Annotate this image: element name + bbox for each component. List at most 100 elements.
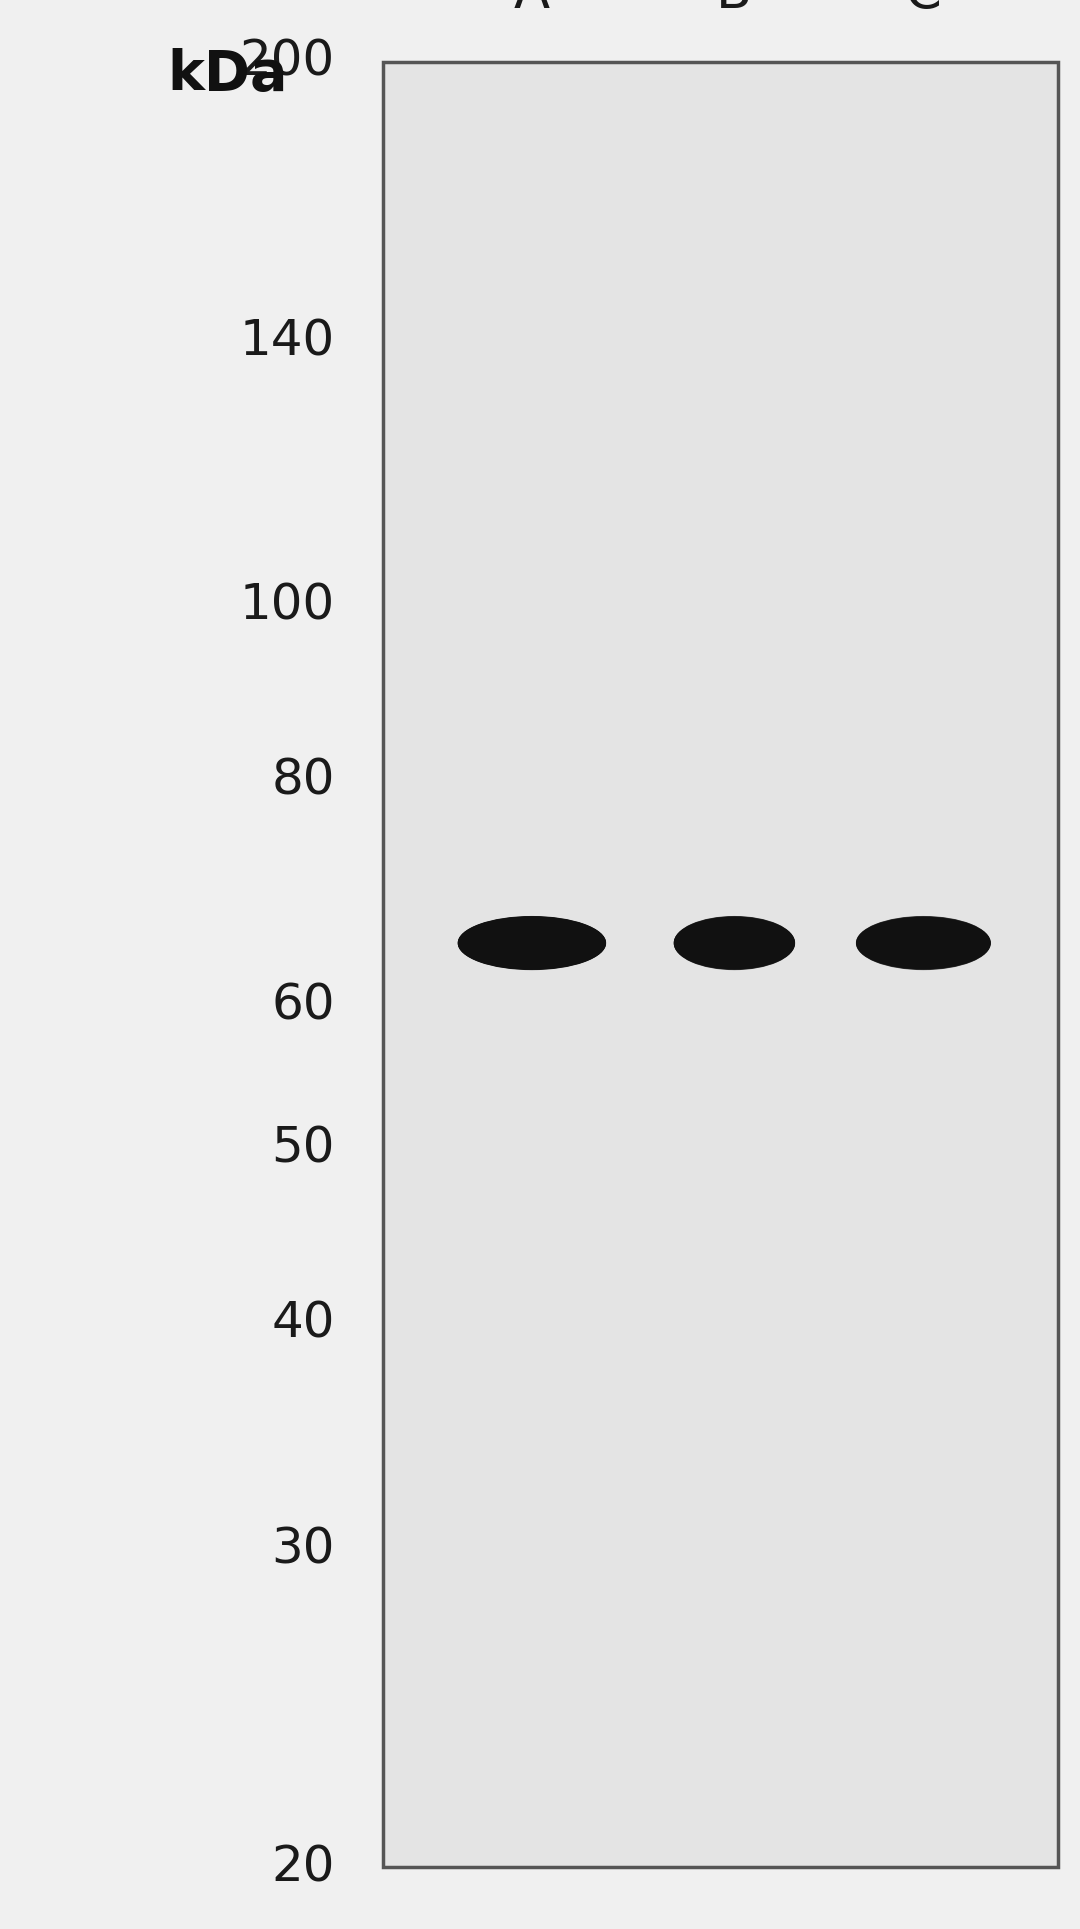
Ellipse shape bbox=[858, 920, 989, 966]
Ellipse shape bbox=[459, 918, 605, 968]
Ellipse shape bbox=[677, 926, 792, 961]
Ellipse shape bbox=[460, 920, 604, 964]
Text: 20: 20 bbox=[271, 1844, 335, 1890]
Ellipse shape bbox=[458, 916, 606, 970]
Ellipse shape bbox=[676, 922, 793, 964]
Text: kDa: kDa bbox=[167, 48, 288, 102]
Ellipse shape bbox=[460, 922, 604, 964]
Ellipse shape bbox=[674, 916, 795, 970]
Ellipse shape bbox=[856, 918, 990, 968]
Ellipse shape bbox=[856, 918, 990, 968]
Ellipse shape bbox=[675, 920, 794, 964]
Ellipse shape bbox=[855, 916, 991, 970]
Ellipse shape bbox=[675, 920, 794, 964]
Ellipse shape bbox=[859, 924, 988, 963]
Ellipse shape bbox=[677, 926, 792, 959]
Ellipse shape bbox=[459, 918, 605, 966]
Ellipse shape bbox=[678, 928, 791, 959]
Ellipse shape bbox=[674, 916, 795, 970]
Ellipse shape bbox=[460, 922, 603, 963]
Ellipse shape bbox=[856, 916, 990, 970]
Ellipse shape bbox=[458, 916, 606, 968]
Text: B: B bbox=[716, 0, 753, 19]
Text: 60: 60 bbox=[271, 982, 335, 1030]
Text: A: A bbox=[514, 0, 550, 19]
Ellipse shape bbox=[458, 916, 606, 970]
Ellipse shape bbox=[463, 928, 600, 959]
Ellipse shape bbox=[858, 922, 989, 964]
Ellipse shape bbox=[859, 922, 988, 963]
Ellipse shape bbox=[861, 928, 986, 959]
Ellipse shape bbox=[675, 920, 794, 966]
Ellipse shape bbox=[860, 926, 987, 959]
Ellipse shape bbox=[460, 920, 604, 966]
Ellipse shape bbox=[458, 916, 606, 970]
Ellipse shape bbox=[459, 920, 605, 966]
Ellipse shape bbox=[677, 926, 792, 961]
Ellipse shape bbox=[675, 918, 794, 968]
Ellipse shape bbox=[677, 928, 792, 959]
Text: C: C bbox=[905, 0, 942, 19]
Ellipse shape bbox=[858, 920, 989, 966]
Ellipse shape bbox=[675, 920, 794, 966]
Ellipse shape bbox=[461, 924, 603, 961]
Ellipse shape bbox=[858, 918, 989, 966]
FancyBboxPatch shape bbox=[383, 62, 1058, 1867]
Ellipse shape bbox=[676, 924, 793, 963]
Ellipse shape bbox=[860, 924, 987, 963]
Ellipse shape bbox=[674, 916, 795, 968]
Ellipse shape bbox=[677, 924, 792, 963]
Ellipse shape bbox=[858, 920, 989, 964]
Ellipse shape bbox=[860, 924, 987, 963]
Ellipse shape bbox=[677, 926, 792, 959]
Ellipse shape bbox=[459, 918, 605, 968]
Ellipse shape bbox=[458, 918, 606, 968]
Ellipse shape bbox=[858, 920, 989, 966]
Ellipse shape bbox=[675, 920, 794, 966]
Ellipse shape bbox=[861, 926, 987, 959]
Ellipse shape bbox=[675, 920, 794, 966]
Ellipse shape bbox=[459, 920, 605, 966]
Ellipse shape bbox=[674, 918, 795, 968]
Ellipse shape bbox=[459, 920, 605, 966]
Ellipse shape bbox=[462, 926, 602, 961]
Ellipse shape bbox=[859, 924, 988, 963]
Ellipse shape bbox=[675, 918, 794, 966]
Ellipse shape bbox=[858, 920, 989, 964]
Ellipse shape bbox=[462, 926, 602, 959]
Ellipse shape bbox=[858, 918, 989, 968]
Text: 140: 140 bbox=[240, 318, 335, 365]
Ellipse shape bbox=[461, 924, 603, 963]
Ellipse shape bbox=[860, 924, 987, 961]
Ellipse shape bbox=[461, 924, 603, 963]
Ellipse shape bbox=[460, 922, 604, 964]
Text: 200: 200 bbox=[240, 39, 335, 85]
Ellipse shape bbox=[458, 918, 606, 968]
Ellipse shape bbox=[858, 920, 989, 966]
Ellipse shape bbox=[462, 928, 602, 959]
Ellipse shape bbox=[460, 922, 604, 964]
Ellipse shape bbox=[461, 924, 603, 963]
Ellipse shape bbox=[676, 922, 793, 963]
Ellipse shape bbox=[677, 926, 792, 961]
Text: 40: 40 bbox=[271, 1300, 335, 1348]
Ellipse shape bbox=[674, 916, 795, 970]
Ellipse shape bbox=[676, 924, 793, 963]
Ellipse shape bbox=[462, 928, 602, 959]
Ellipse shape bbox=[676, 924, 793, 963]
Ellipse shape bbox=[676, 922, 793, 964]
Ellipse shape bbox=[460, 922, 604, 964]
Ellipse shape bbox=[462, 926, 602, 961]
Ellipse shape bbox=[856, 916, 990, 970]
Ellipse shape bbox=[859, 922, 988, 964]
Ellipse shape bbox=[461, 926, 603, 961]
Ellipse shape bbox=[459, 918, 605, 968]
Ellipse shape bbox=[461, 924, 603, 963]
Text: 80: 80 bbox=[271, 756, 335, 804]
Ellipse shape bbox=[861, 928, 986, 959]
Ellipse shape bbox=[677, 924, 792, 961]
Ellipse shape bbox=[462, 926, 602, 961]
Ellipse shape bbox=[676, 922, 793, 964]
Ellipse shape bbox=[677, 926, 792, 961]
Ellipse shape bbox=[859, 922, 988, 964]
